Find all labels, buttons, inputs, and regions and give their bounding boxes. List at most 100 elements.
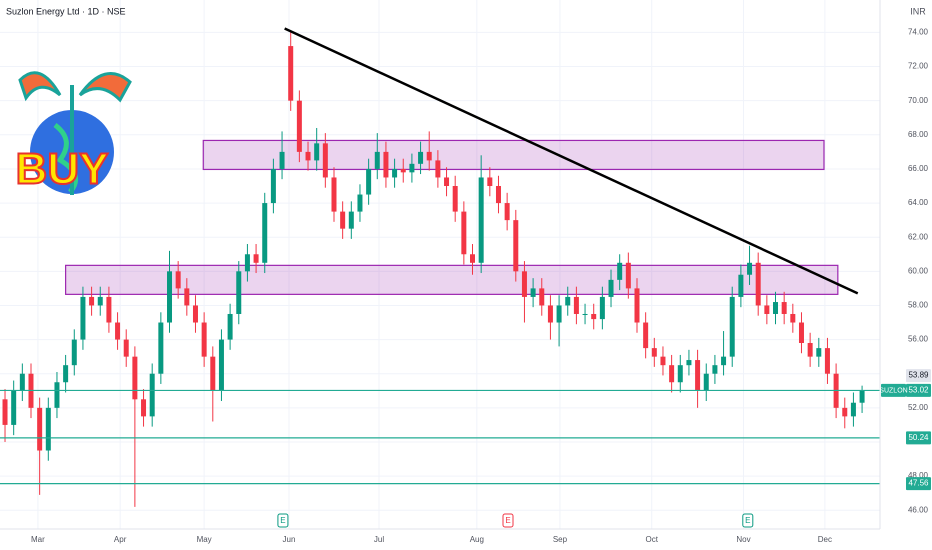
zone <box>202 139 825 171</box>
candle-body <box>643 322 649 349</box>
y-tick-label: 64.00 <box>908 198 929 207</box>
currency: INR <box>910 6 926 16</box>
candle-body <box>236 271 242 314</box>
candle-body <box>80 296 86 340</box>
y-tick-label: 48.00 <box>908 471 929 480</box>
x-tick-label: Jul <box>374 535 384 544</box>
candle-body <box>478 177 484 263</box>
event-icon <box>742 513 754 528</box>
candle-body <box>288 46 294 101</box>
candle-body <box>141 399 147 417</box>
x-tick-label: Dec <box>818 535 832 544</box>
candle-body <box>71 339 77 366</box>
candle-body <box>625 262 631 289</box>
candle-body <box>816 348 822 357</box>
candle-body <box>842 407 848 417</box>
x-tick-label: Nov <box>736 535 750 544</box>
chart-title: Suzlon Energy Ltd · 1D · NSE <box>6 6 126 16</box>
candle-body <box>201 322 207 357</box>
y-tick-label: 72.00 <box>908 62 929 71</box>
price-label-box <box>906 383 931 397</box>
logo-land <box>53 123 79 194</box>
candle-body <box>504 203 510 221</box>
logo-text: BUY <box>16 145 109 194</box>
y-tick-label: 52.00 <box>908 403 929 412</box>
candle-body <box>123 339 129 357</box>
candle-body <box>340 211 346 229</box>
candle-body <box>158 322 164 374</box>
candle-body <box>184 288 190 306</box>
candle-body <box>599 296 605 320</box>
x-tick-label: Aug <box>470 535 484 544</box>
symbol-tag-box <box>881 383 906 397</box>
candle-body <box>227 313 233 340</box>
candle-body <box>539 288 545 306</box>
zone <box>65 264 839 295</box>
candle-body <box>712 365 718 374</box>
candle-body <box>348 211 354 229</box>
candle-body <box>175 271 181 289</box>
candle-body <box>565 296 571 306</box>
candle-body <box>591 313 597 320</box>
candle-body <box>660 356 666 366</box>
event-label: E <box>505 516 510 525</box>
candle-body <box>45 407 51 451</box>
candle-body <box>617 262 623 280</box>
candle-body <box>192 305 198 323</box>
y-tick-label: 46.00 <box>908 505 929 514</box>
price-label: 53.02 <box>908 386 929 395</box>
logo: BUY <box>15 71 132 195</box>
candle-body <box>798 322 804 343</box>
logo-wing <box>18 71 62 102</box>
candle-body <box>781 302 787 314</box>
candle-body <box>89 296 95 306</box>
x-tick-label: Sep <box>553 535 568 544</box>
candle-body <box>721 356 727 366</box>
candle-body <box>409 163 415 173</box>
candle-body <box>63 365 69 383</box>
candle-body <box>824 348 830 374</box>
plot <box>0 27 880 507</box>
candle-body <box>106 296 112 323</box>
price-label-box <box>906 477 931 491</box>
y-tick-label: 66.00 <box>908 164 929 173</box>
candle-body <box>374 151 380 169</box>
candle-body <box>210 356 216 391</box>
candle-body <box>357 194 363 212</box>
x-tick-label: Mar <box>31 535 45 544</box>
event-label: E <box>280 516 285 525</box>
x-tick-label: May <box>197 535 212 544</box>
candle-body <box>773 302 779 314</box>
y-tick-label: 58.00 <box>908 301 929 310</box>
candle-body <box>435 160 441 178</box>
candle-body <box>634 288 640 323</box>
candle-body <box>790 313 796 323</box>
candle-body <box>418 151 424 164</box>
candle-body <box>270 168 276 204</box>
candle-body <box>747 262 753 275</box>
candle-body <box>461 211 467 255</box>
x-tick-label: Jun <box>283 535 296 544</box>
candle-body <box>859 390 865 403</box>
candle-body <box>573 296 579 314</box>
candle-body <box>383 151 389 178</box>
candle-body <box>54 382 60 408</box>
candle-body <box>487 177 493 187</box>
candle-body <box>132 356 138 400</box>
candle-body <box>392 168 398 178</box>
event-icon <box>502 513 514 528</box>
y-tick-label: 56.00 <box>908 335 929 344</box>
candle-body <box>2 399 8 425</box>
candle-body <box>19 373 25 391</box>
candle-body <box>253 254 259 263</box>
candle-body <box>305 151 311 161</box>
candle-body <box>296 100 302 152</box>
candle-body <box>115 322 121 340</box>
candle-body <box>149 373 155 417</box>
candle-body <box>167 271 173 323</box>
price-label: 47.56 <box>908 479 929 488</box>
y-tick-label: 68.00 <box>908 130 929 139</box>
event-label: E <box>745 516 750 525</box>
